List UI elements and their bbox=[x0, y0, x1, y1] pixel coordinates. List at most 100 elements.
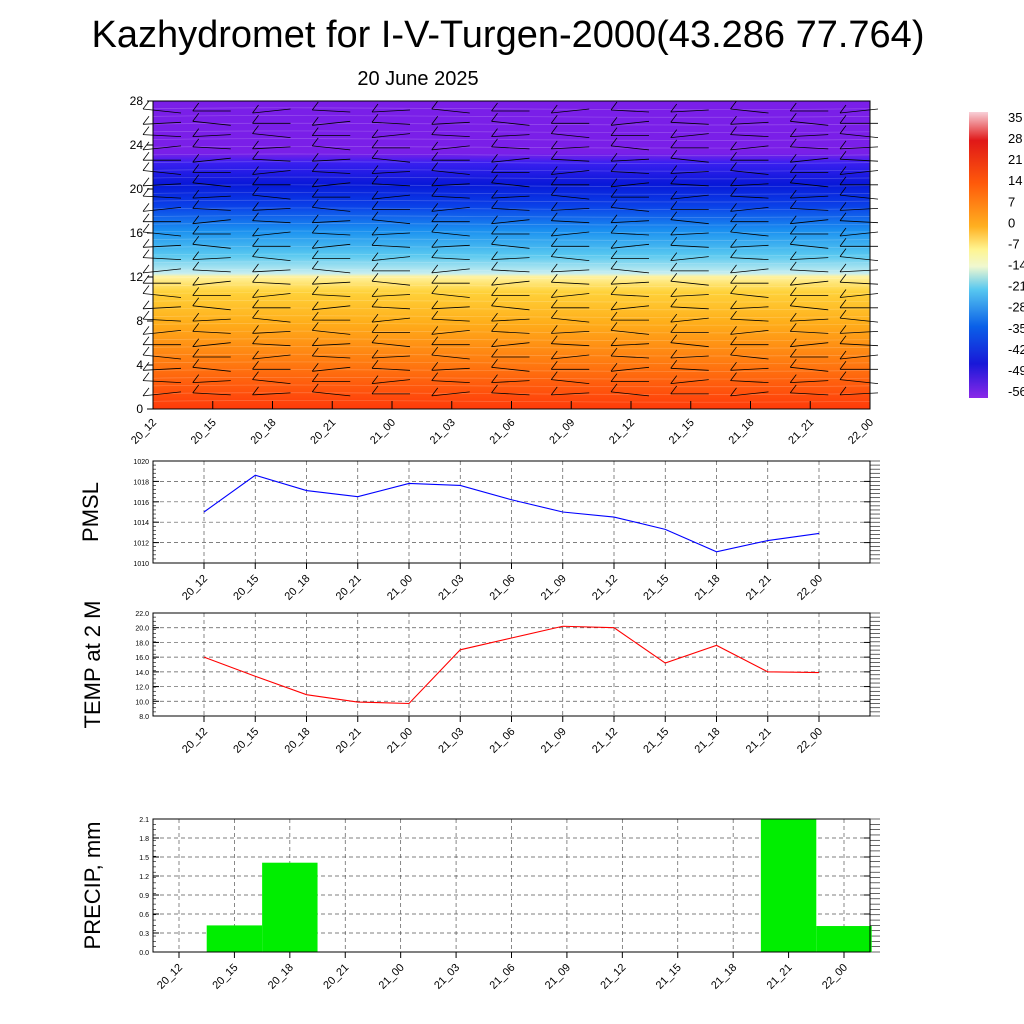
wind-barb-feather bbox=[550, 202, 558, 211]
chart-title: Kazhydromet for I-V-Turgen-2000(43.286 7… bbox=[91, 14, 925, 56]
wind-barb bbox=[491, 366, 530, 372]
wind-barb-feather bbox=[550, 361, 558, 370]
wind-barb bbox=[670, 194, 709, 200]
contour-line bbox=[152, 392, 871, 395]
wind-barb bbox=[252, 317, 291, 323]
x-tick-label: 21_09 bbox=[539, 726, 569, 756]
wind-barb-feather bbox=[192, 225, 200, 235]
wind-barb-feather bbox=[610, 214, 618, 223]
wind-barb bbox=[730, 268, 769, 274]
wind-barb-feather bbox=[670, 237, 678, 246]
wind-barb-feather bbox=[491, 174, 498, 184]
vertical-profile-heatmap: 0 4 8 12 16 20 24 28 20_12 20_15 20_18 20_21 21_00 21… bbox=[129, 94, 879, 447]
wind-barb-feather bbox=[839, 238, 847, 247]
wind-barb-feather bbox=[431, 100, 439, 110]
wind-barb-feather bbox=[730, 213, 737, 222]
wind-barb bbox=[491, 318, 530, 322]
wind-barb bbox=[252, 220, 291, 224]
heatmap-x-tick-label: 21_00 bbox=[368, 417, 398, 447]
heatmap-x-tick-label: 20_12 bbox=[129, 417, 159, 447]
temp-panel: 8.0 10.0 12.0 14.0 16.0 18.0 20.0 22.0 20_12 20_1… bbox=[80, 601, 880, 756]
wind-barb-feather bbox=[550, 299, 558, 309]
wind-barb bbox=[192, 219, 231, 225]
wind-barb bbox=[252, 158, 291, 162]
wind-barb-feather bbox=[730, 362, 737, 371]
wind-barb-feather bbox=[839, 227, 847, 237]
wind-barb-feather bbox=[252, 335, 259, 344]
panel-frame bbox=[152, 612, 871, 717]
wind-barb-feather bbox=[670, 139, 678, 149]
wind-barb-feather bbox=[610, 137, 618, 147]
x-tick-label: 21_00 bbox=[385, 573, 415, 603]
wind-barb-feather bbox=[610, 301, 618, 311]
colorbar-label: -21 bbox=[1008, 279, 1024, 294]
wind-barb bbox=[431, 121, 470, 125]
wind-barb bbox=[839, 269, 879, 273]
wind-barb bbox=[491, 243, 530, 249]
wind-barb-feather bbox=[789, 200, 797, 209]
contour-line bbox=[152, 292, 871, 295]
x-tick-label: 21_15 bbox=[641, 726, 671, 756]
x-tick-label: 20_12 bbox=[180, 573, 210, 603]
wind-barb-feather bbox=[789, 128, 797, 137]
wind-barb bbox=[371, 121, 411, 125]
wind-barb-feather bbox=[192, 200, 200, 209]
wind-barb bbox=[730, 367, 769, 371]
wind-barb-feather bbox=[431, 285, 439, 294]
heatmap-x-tick-label: 21_03 bbox=[428, 417, 458, 447]
wind-barb bbox=[790, 318, 829, 322]
wind-barb bbox=[551, 392, 590, 396]
wind-barb-feather bbox=[839, 212, 847, 221]
panel-frame bbox=[152, 818, 871, 953]
wind-barb bbox=[610, 366, 650, 372]
wind-barb bbox=[371, 317, 411, 323]
wind-barb bbox=[491, 182, 530, 188]
wind-barb-feather bbox=[789, 297, 797, 307]
wind-barb-feather bbox=[839, 150, 847, 160]
contour-line bbox=[152, 130, 871, 134]
wind-barb-feather bbox=[192, 359, 200, 368]
wind-barb bbox=[192, 182, 231, 188]
wind-barb-feather bbox=[142, 362, 150, 371]
colorbar-label: -42 bbox=[1008, 342, 1024, 357]
wind-barb-feather bbox=[670, 313, 678, 323]
wind-barb bbox=[431, 231, 470, 237]
wind-barb bbox=[670, 355, 709, 359]
wind-barb-feather bbox=[192, 261, 200, 271]
x-tick-label: 21_12 bbox=[590, 573, 620, 603]
wind-barb bbox=[670, 109, 709, 113]
wind-barb-feather bbox=[192, 215, 200, 224]
wind-barb-feather bbox=[610, 163, 618, 172]
wind-barb bbox=[839, 133, 879, 138]
wind-barb-feather bbox=[491, 261, 498, 271]
y-axis-title: PMSL bbox=[78, 482, 103, 542]
wind-barb-feather bbox=[730, 300, 737, 310]
x-tick-label: 21_00 bbox=[377, 962, 407, 992]
wind-barb bbox=[371, 367, 411, 371]
wind-barb bbox=[839, 256, 879, 261]
wind-barb-feather bbox=[839, 325, 847, 334]
wind-barb bbox=[192, 257, 231, 260]
wind-barb bbox=[839, 293, 879, 298]
wind-barb-feather bbox=[142, 310, 150, 320]
wind-barb-feather bbox=[252, 263, 259, 273]
wind-barb bbox=[192, 146, 231, 150]
wind-barb bbox=[790, 392, 829, 396]
wind-barb bbox=[142, 257, 182, 260]
y-tick-label: 0.3 bbox=[139, 931, 149, 938]
wind-barb-feather bbox=[491, 102, 498, 112]
wind-barb bbox=[551, 293, 590, 298]
wind-barb-feather bbox=[550, 325, 558, 334]
wind-barb bbox=[790, 342, 829, 348]
contour-line bbox=[152, 284, 871, 288]
wind-barb-feather bbox=[610, 152, 618, 162]
wind-barb-feather bbox=[839, 371, 847, 380]
heatmap-x-tick-label: 21_21 bbox=[786, 417, 816, 447]
wind-barb bbox=[670, 183, 709, 187]
wind-barb-feather bbox=[371, 298, 379, 308]
wind-barb-feather bbox=[311, 240, 319, 249]
wind-barb bbox=[551, 331, 590, 334]
contour-line bbox=[152, 107, 871, 110]
y-tick-label: 20.0 bbox=[135, 626, 149, 633]
wind-barb-feather bbox=[730, 100, 737, 110]
